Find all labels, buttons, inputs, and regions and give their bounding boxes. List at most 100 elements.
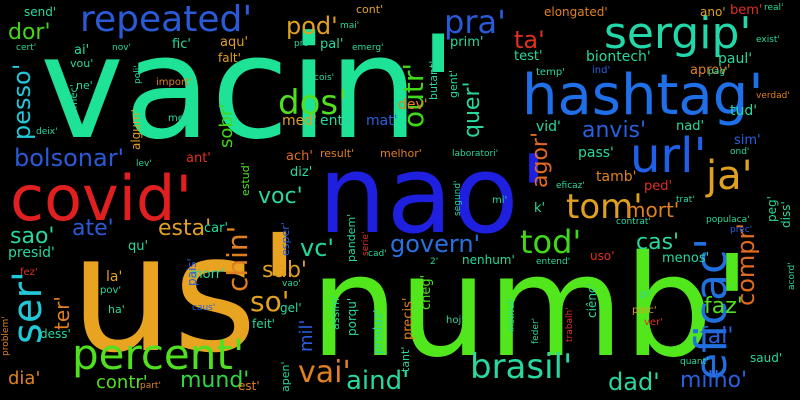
word-quer: quer': [460, 81, 485, 138]
word-assim: assim': [329, 295, 342, 330]
word-biontech: biontech': [586, 49, 651, 65]
word-nov: nov': [112, 43, 132, 53]
word-temp: temp': [536, 67, 565, 78]
word-diss: diss': [779, 201, 793, 228]
word-bem: bem': [730, 3, 763, 18]
word-faz: faz': [704, 294, 743, 319]
word-cienc: ciênc': [585, 283, 599, 318]
word-diz: diz': [290, 165, 313, 180]
word-porqu: porqu': [345, 297, 359, 336]
word-k: k': [534, 201, 546, 216]
word-estud: estud': [239, 162, 252, 196]
word-real: real': [764, 3, 784, 13]
word-sab: sab': [262, 258, 307, 283]
word-tom: tom': [566, 187, 643, 227]
word-entend: entend': [536, 257, 571, 267]
word-voc: voc': [258, 184, 303, 209]
word-vacin: vacin': [40, 6, 458, 171]
word-quant: quant': [680, 357, 709, 367]
word-pal: pal': [320, 37, 344, 52]
word-vou: vou': [70, 57, 94, 70]
word-lev: lev': [136, 159, 152, 169]
word-fic: fic': [172, 37, 191, 52]
word-milho: milho': [680, 368, 748, 393]
word-pra: pra': [444, 3, 506, 41]
word-nad: nad': [676, 119, 705, 134]
word-uso: uso': [590, 249, 615, 263]
word-us: us': [70, 201, 302, 389]
word-car: car': [204, 221, 229, 236]
word-caus: caus': [192, 303, 216, 313]
word-populaca: populaca': [706, 215, 750, 225]
word-segund: segund': [453, 180, 463, 216]
word-esta: esta': [158, 216, 212, 241]
word-pi: pi': [640, 289, 652, 300]
word-ate: ate': [72, 216, 114, 241]
word-institut: institut': [507, 297, 517, 332]
word-cheg: cheg': [419, 274, 434, 310]
word-esper: esper': [279, 222, 292, 256]
word-brasil: brasil': [470, 347, 573, 387]
word-ind: ind': [592, 65, 611, 76]
word-tamb: tamb': [596, 169, 637, 185]
word-pro: pro': [294, 39, 312, 49]
word-send: send': [24, 5, 57, 19]
word-ja: ja': [706, 153, 753, 199]
word-anvis: anvis': [582, 118, 647, 143]
word-med: med': [282, 113, 317, 129]
word-pag: pag': [708, 67, 728, 77]
word-emerg: emerg': [352, 43, 384, 53]
word-ai: ai': [74, 43, 90, 58]
word-qu: qu': [128, 239, 149, 254]
word-melhor: melhor': [380, 147, 422, 160]
word-repeated: repeated': [80, 0, 253, 40]
word-dev: dev': [398, 97, 428, 113]
word-comec: comec': [69, 84, 80, 120]
word-laboratori: laboratori': [452, 149, 499, 159]
word-url: url': [630, 128, 707, 184]
word-outr: outr': [397, 62, 430, 128]
word-sobr: sobr': [216, 103, 237, 148]
word-dess: dess': [40, 327, 71, 341]
word-govern: govern': [390, 230, 481, 258]
word-butant: butant': [427, 60, 440, 100]
word-fez: fez': [20, 267, 38, 278]
word-agor: agor': [528, 132, 553, 188]
word-ver: ver': [644, 317, 663, 328]
word-mund: mund': [180, 368, 250, 393]
word-exist: exist': [756, 35, 780, 45]
word-ped: ped': [644, 179, 673, 194]
word-pod: pod': [286, 12, 338, 40]
word-la: la': [106, 269, 123, 285]
word-contr: contr': [96, 372, 148, 393]
word-dor: dor': [8, 20, 51, 45]
word-pandem: pandem': [345, 213, 358, 262]
word-parc: parc': [632, 305, 657, 316]
word-peg: peg': [765, 196, 779, 222]
word-fal: fal': [700, 324, 734, 349]
word-poli: poli': [133, 65, 143, 84]
word-contrat: contrat': [616, 217, 651, 227]
word-feder: feder': [531, 317, 541, 344]
word-numb: numb': [310, 226, 752, 389]
word-men: men': [168, 113, 193, 124]
word-tod: tod': [520, 223, 582, 261]
word-part: part': [140, 381, 161, 391]
word-mil: mil': [296, 319, 317, 352]
word-ta: ta': [514, 26, 545, 54]
word-cert: cert': [16, 43, 37, 53]
word-trabalh: trabalh': [565, 307, 575, 342]
word-verdad: verdad': [756, 91, 790, 101]
word-eficaz: eficaz': [556, 181, 585, 191]
word-trat: trat': [676, 195, 695, 205]
word-dad: dad': [608, 368, 660, 396]
word-sao: sao': [10, 224, 55, 249]
word-gent: gent': [447, 69, 460, 98]
word-deix: deix': [36, 127, 58, 137]
word-percent: percent': [72, 330, 245, 379]
word-sim: sim': [734, 133, 761, 148]
word-feit: feit': [252, 317, 275, 331]
word-import: import': [156, 77, 192, 88]
word-acord: acord': [787, 262, 797, 290]
